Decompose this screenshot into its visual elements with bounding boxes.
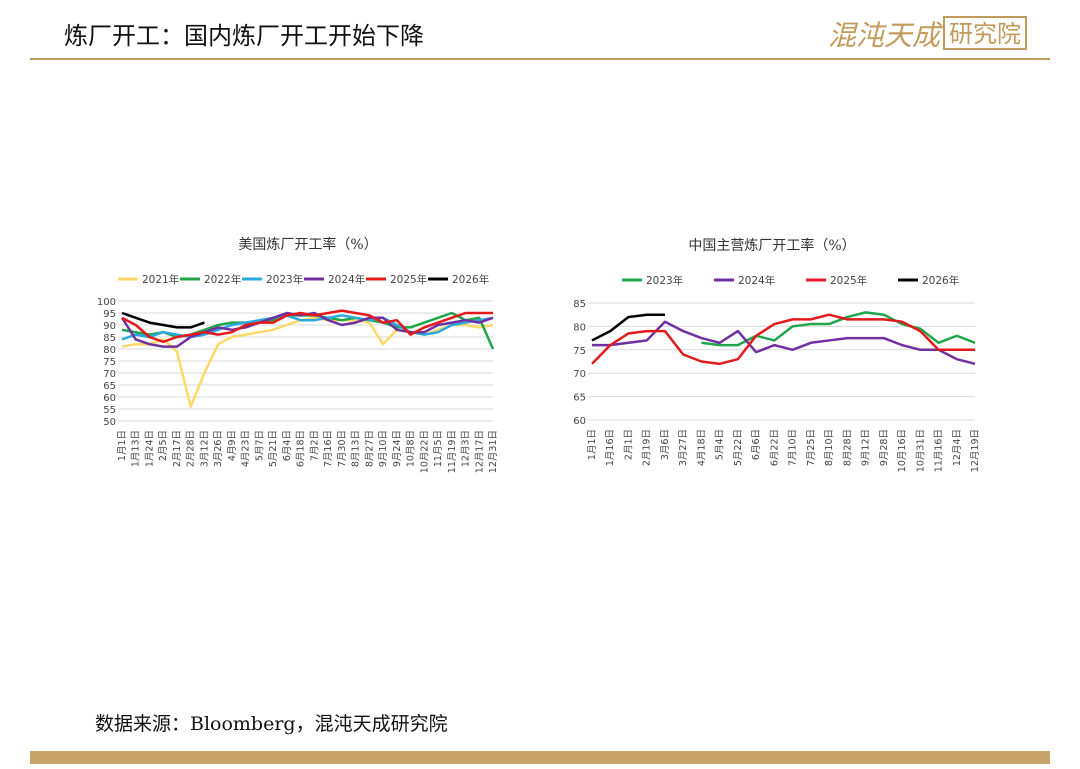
x-tick-label: 9月24日 [392,430,403,467]
y-tick-label: 80 [573,322,586,333]
x-tick-label: 1月13日 [131,430,142,467]
x-tick-label: 11月16日 [934,429,945,472]
x-tick-label: 2月28日 [186,430,197,467]
x-tick-label: 12月17日 [474,430,485,473]
x-tick-label: 12月19日 [970,429,981,472]
x-tick-label: 7月25日 [806,429,817,466]
x-tick-label: 4月23日 [241,430,252,467]
series-line [591,313,975,366]
x-tick-label: 12月31日 [488,430,499,473]
x-tick-label: 10月22日 [419,430,430,473]
y-tick-label: 60 [573,416,586,427]
x-tick-label: 6月6日 [751,429,762,460]
x-tick-label: 2月5日 [158,430,169,461]
x-tick-label: 12月4日 [952,429,963,466]
x-tick-label: 8月13日 [351,430,362,467]
x-tick-label: 2月17日 [172,430,183,467]
logo-box [943,16,1027,50]
x-tick-label: 7月10日 [788,429,799,466]
x-tick-label: 8月10日 [824,429,835,466]
x-tick-label: 7月16日 [323,430,334,467]
y-tick-label: 70 [573,369,586,380]
footer-bar [30,751,1050,764]
x-tick-label: 3月6日 [660,429,671,460]
x-tick-label: 10月8日 [406,430,417,467]
legend-label: 2026年 [922,274,959,287]
series-line [121,311,205,329]
legend-label: 2025年 [830,274,867,287]
legend-label: 2024年 [738,274,775,287]
x-tick-label: 3月12日 [199,430,210,467]
y-tick-label: 100 [97,297,116,308]
x-tick-label: 7月2日 [309,430,320,461]
legend-label: 2025年 [390,273,427,286]
x-tick-label: 8月27日 [364,430,375,467]
x-tick-label: 9月12日 [861,429,872,466]
x-tick-label: 8月28日 [842,429,853,466]
y-tick-label: 65 [573,393,586,404]
x-tick-label: 5月21日 [268,430,279,467]
slide-title: 炼厂开工：国内炼厂开工开始下降 [64,22,424,50]
chart-title: 中国主营炼厂开工率（%） [688,237,855,254]
series-line [591,313,665,342]
chart-title: 美国炼厂开工率（%） [238,236,377,253]
x-tick-label: 5月7日 [254,430,265,461]
y-tick-label: 75 [573,346,586,357]
y-tick-label: 85 [573,299,586,310]
x-tick-label: 5月4日 [715,429,726,460]
legend-label: 2023年 [646,274,683,287]
y-tick-label: 65 [103,381,116,392]
y-tick-label: 90 [103,321,116,332]
y-tick-label: 50 [103,417,116,428]
y-tick-label: 95 [103,309,116,320]
y-tick-label: 80 [103,345,116,356]
x-tick-label: 9月28日 [879,429,890,466]
x-tick-label: 1月24日 [144,430,155,467]
series-line [121,309,493,344]
x-tick-label: 2月1日 [623,429,634,460]
x-tick-label: 1月1日 [117,430,128,461]
legend-label: 2023年 [266,273,303,286]
x-tick-label: 4月18日 [696,429,707,466]
legend-label: 2024年 [328,273,365,286]
legend-label: 2021年 [142,273,179,286]
x-tick-label: 9月10日 [378,430,389,467]
logo-main: 混沌天成 [828,19,944,52]
x-tick-label: 1月1日 [587,429,598,460]
x-tick-label: 11月5日 [433,430,444,467]
x-tick-label: 11月19日 [447,430,458,473]
x-tick-label: 6月18日 [296,430,307,467]
x-tick-label: 6月4日 [282,430,293,461]
x-tick-label: 3月26日 [213,430,224,467]
x-tick-label: 10月31日 [915,429,926,472]
y-tick-label: 85 [103,333,116,344]
x-tick-label: 1月16日 [605,429,616,466]
x-tick-label: 10月16日 [897,429,908,472]
x-tick-label: 7月30日 [337,430,348,467]
y-tick-label: 55 [103,405,116,416]
source-note: 数据来源：Bloomberg，混沌天成研究院 [95,713,448,735]
legend-label: 2026年 [452,273,489,286]
x-tick-label: 6月22日 [769,429,780,466]
logo-sub: 研究院 [949,20,1021,48]
x-tick-label: 4月9日 [227,430,238,461]
x-tick-label: 5月22日 [733,429,744,466]
x-tick-label: 3月27日 [678,429,689,466]
x-tick-label: 12月3日 [461,430,472,467]
y-tick-label: 60 [103,393,116,404]
x-tick-label: 2月19日 [642,429,653,466]
y-tick-label: 75 [103,357,116,368]
y-tick-label: 70 [103,369,116,380]
legend-label: 2022年 [204,273,241,286]
